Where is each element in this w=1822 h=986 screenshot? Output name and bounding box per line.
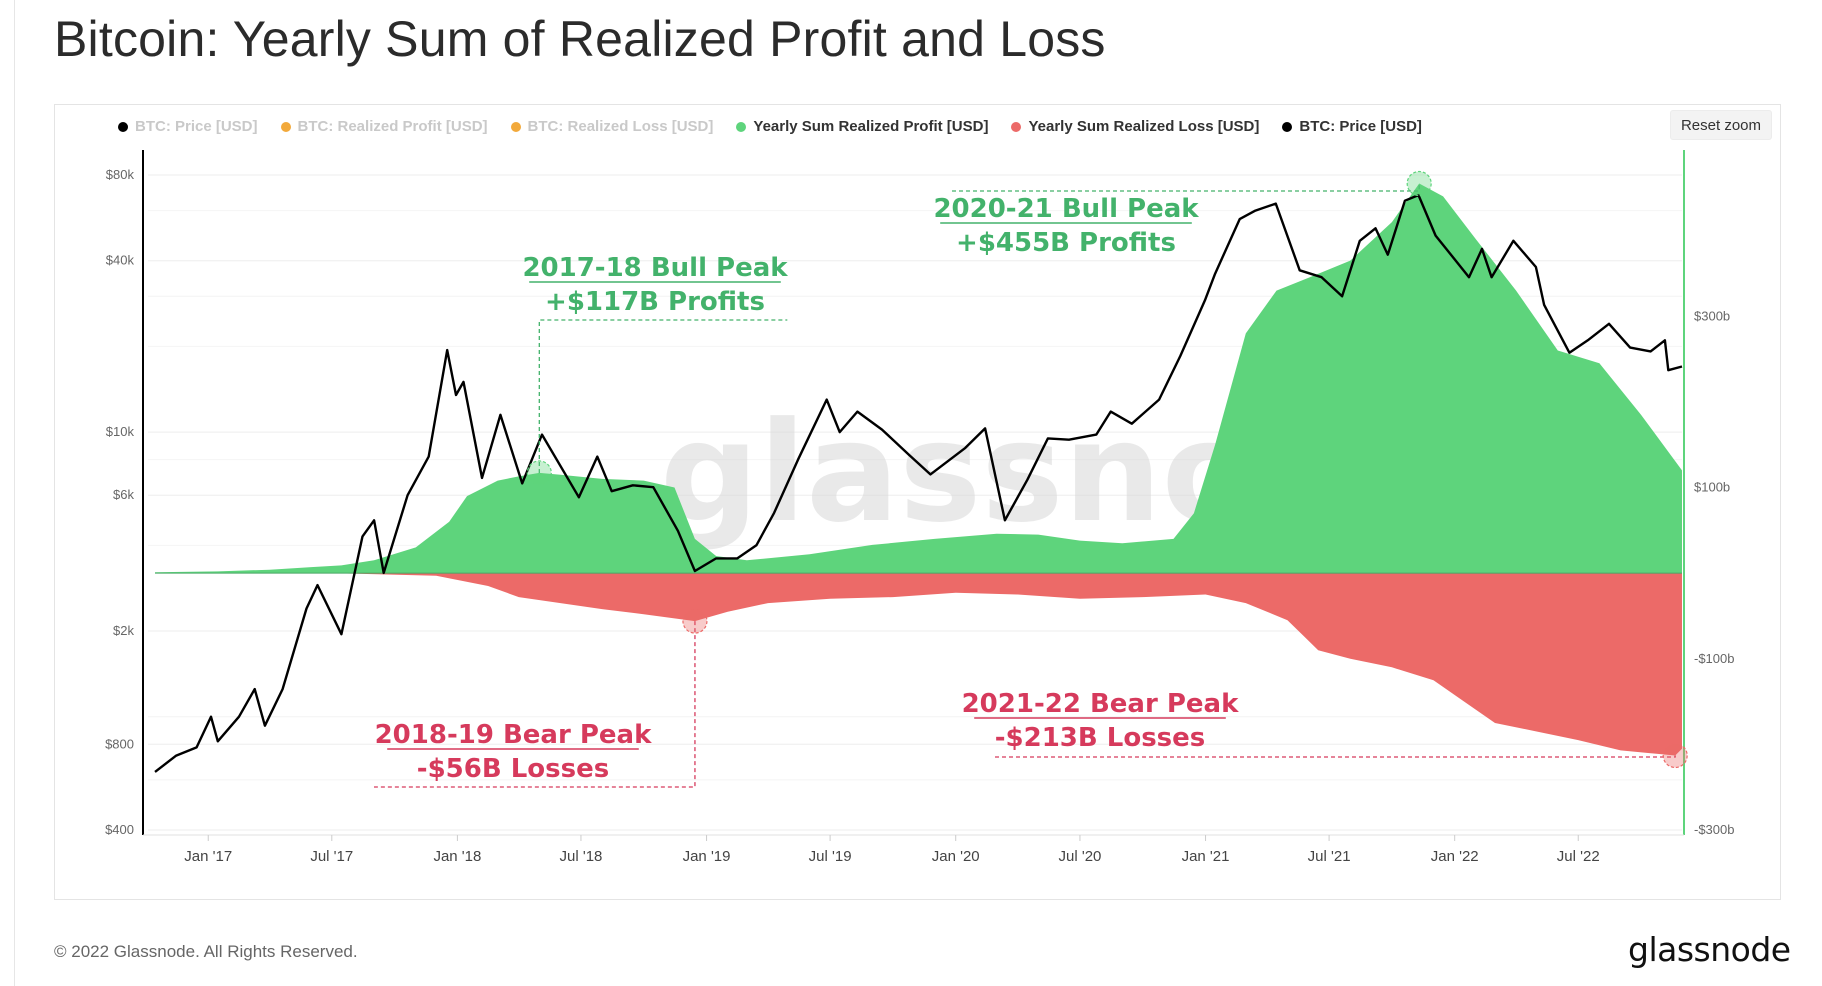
axes: $400 $800 $2k $6k $10k $40k $80k -$300b -$100b $1…: [105, 150, 1734, 865]
x-tick-label: Jan '18: [433, 848, 481, 865]
bear-2018-marker: [682, 608, 708, 634]
bear-2022-leader: [995, 755, 1676, 758]
page-edge: [14, 0, 15, 986]
legend-dot-icon: [1011, 121, 1022, 132]
bear-2022-label-line1: 2021-22 Bear Peak: [962, 689, 1239, 719]
price-line: [154, 193, 1683, 773]
bear-2022-label-line2: -$213B Losses: [995, 723, 1206, 753]
x-tick-label: Jul '18: [560, 848, 603, 865]
bull-2017-leader: [538, 319, 788, 473]
area-series: [155, 183, 1682, 756]
legend-item[interactable]: Yearly Sum Realized Profit [USD]: [736, 118, 988, 135]
x-tick-label: Jul '17: [310, 848, 353, 865]
x-tick-label: Jan '21: [1182, 848, 1230, 865]
legend-item[interactable]: BTC: Price [USD]: [1282, 118, 1422, 135]
left-tick-label: $6k: [113, 487, 134, 502]
legend-dot-icon: [280, 121, 291, 132]
bull-2021-leader: [952, 183, 1420, 192]
annotations: 2017-18 Bull Peak +$117B Profits 2020-21 B…: [374, 170, 1688, 788]
legend-item[interactable]: Yearly Sum Realized Loss [USD]: [1011, 118, 1259, 135]
legend-label: Yearly Sum Realized Profit [USD]: [753, 118, 989, 135]
legend-label: BTC: Price [USD]: [1299, 118, 1422, 135]
legend-dot-icon: [736, 121, 747, 132]
right-tick-label: $100b: [1694, 480, 1730, 495]
legend-label: Yearly Sum Realized Loss [USD]: [1028, 118, 1260, 135]
legend-label: BTC: Realized Loss [USD]: [527, 118, 714, 135]
copyright-footer: © 2022 Glassnode. All Rights Reserved.: [54, 942, 358, 961]
legend: BTC: Price [USD] BTC: Realized Profit [US…: [118, 118, 1422, 135]
left-tick-label: $400: [105, 822, 134, 837]
left-tick-label: $2k: [113, 623, 134, 638]
legend-dot-icon: [1282, 121, 1293, 132]
loss-area: [155, 573, 1682, 756]
x-tick-label: Jan '22: [1431, 848, 1479, 865]
x-tick-label: Jul '20: [1058, 848, 1101, 865]
x-tick-label: Jul '19: [809, 848, 852, 865]
chart-frame: [54, 104, 1781, 900]
bull-2017-label-line1: 2017-18 Bull Peak: [522, 253, 788, 283]
bull-2021-label-line2: +$455B Profits: [956, 228, 1176, 258]
left-tick-label: $10k: [106, 424, 135, 439]
legend-label: BTC: Realized Profit [USD]: [297, 118, 488, 135]
legend-label: BTC: Price [USD]: [135, 118, 258, 135]
x-tick-label: Jul '22: [1557, 848, 1600, 865]
bear-2022-marker: [1662, 742, 1688, 769]
bull-2017-label-line2: +$117B Profits: [545, 287, 765, 317]
bear-2018-label-line1: 2018-19 Bear Peak: [375, 720, 652, 750]
x-tick-label: Jan '19: [683, 848, 731, 865]
legend-dot-icon: [510, 121, 521, 132]
legend-dot-icon: [118, 121, 128, 132]
bull-2021-label-line1: 2020-21 Bull Peak: [933, 194, 1199, 224]
reset-zoom-button[interactable]: Reset zoom: [1670, 110, 1772, 140]
bear-2018-leader: [374, 621, 696, 788]
price-series: [154, 193, 1683, 773]
profit-area: [155, 183, 1682, 574]
legend-item[interactable]: BTC: Realized Loss [USD]: [510, 118, 714, 135]
bull-2017-marker: [526, 460, 552, 486]
bear-2018-label-line2: -$56B Losses: [417, 754, 609, 784]
x-tick-label: Jul '21: [1308, 848, 1351, 865]
left-tick-label: $80k: [106, 167, 135, 182]
left-tick-label: $800: [105, 736, 134, 751]
legend-item[interactable]: BTC: Price [USD]: [118, 118, 258, 135]
left-tick-label: $40k: [106, 253, 135, 268]
right-tick-label: -$300b: [1694, 822, 1734, 837]
right-tick-label: $300b: [1694, 308, 1730, 323]
x-tick-label: Jan '17: [184, 848, 232, 865]
bull-2021-marker: [1406, 170, 1432, 197]
page-title: Bitcoin: Yearly Sum of Realized Profit a…: [54, 11, 1106, 67]
right-tick-label: -$100b: [1694, 651, 1734, 666]
glassnode-logo: glassnode: [1628, 930, 1791, 969]
x-tick-label: Jan '20: [932, 848, 980, 865]
legend-item[interactable]: BTC: Realized Profit [USD]: [280, 118, 488, 135]
